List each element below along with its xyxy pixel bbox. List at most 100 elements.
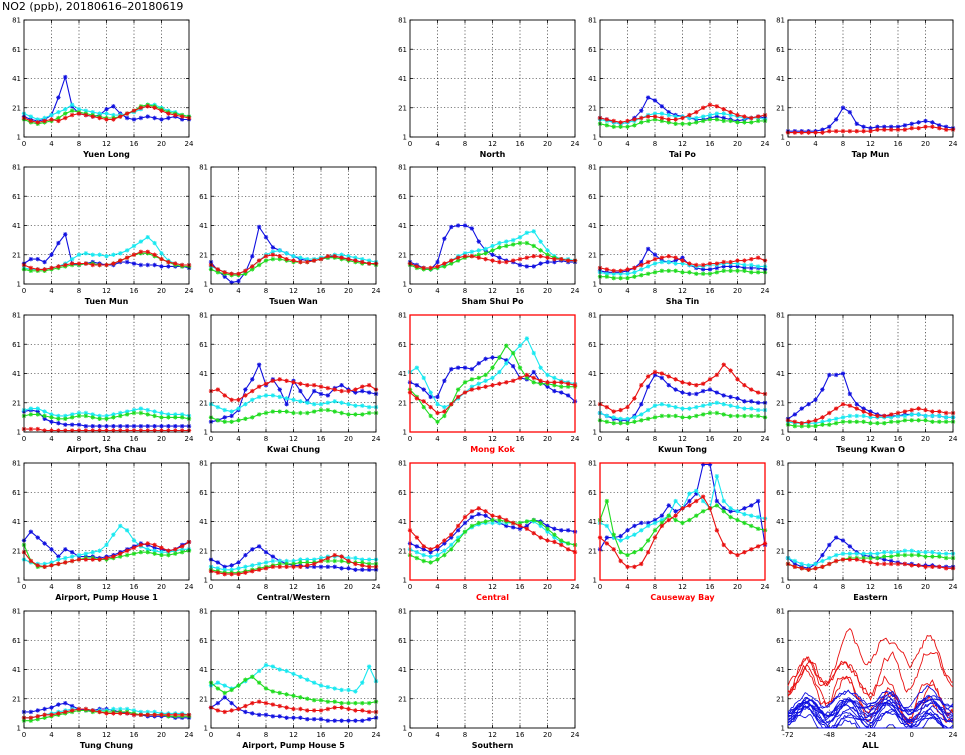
x-tick-label: 12 (488, 287, 497, 295)
panel-title: North (480, 150, 506, 159)
data-point-red (325, 385, 331, 391)
data-point-blue (565, 393, 571, 398)
data-point-cyan (604, 523, 610, 529)
data-point-red (222, 709, 227, 715)
data-point-blue (414, 383, 420, 388)
data-point-red (659, 523, 665, 529)
data-point-green (517, 365, 523, 370)
data-point-red (813, 130, 818, 135)
data-point-green (694, 271, 699, 276)
data-point-blue (166, 115, 171, 121)
data-point-blue (820, 387, 825, 392)
data-point-blue (63, 74, 68, 80)
panel-title: Eastern (853, 593, 888, 602)
data-point-red (291, 380, 296, 385)
x-tick-label: 8 (653, 583, 657, 591)
data-point-cyan (414, 550, 420, 555)
data-point-cyan (111, 706, 116, 712)
data-point-red (90, 557, 95, 562)
data-point-red (291, 564, 296, 570)
data-point-blue (435, 259, 440, 265)
plot-frame (409, 166, 576, 285)
data-point-red (755, 114, 761, 119)
data-point-red (930, 564, 935, 570)
data-point-red (531, 375, 536, 381)
data-point-cyan (298, 399, 303, 404)
data-point-green (700, 271, 706, 276)
data-point-cyan (735, 261, 740, 266)
y-tick-label: 21 (12, 251, 21, 259)
data-point-blue (659, 375, 665, 381)
data-point-cyan (332, 686, 337, 691)
data-point-cyan (83, 410, 89, 416)
data-point-cyan (159, 550, 164, 555)
data-point-red (236, 397, 241, 403)
data-point-green (531, 243, 536, 249)
x-tick-label: 12 (102, 731, 111, 739)
data-point-red (243, 393, 248, 398)
data-point-red (833, 406, 839, 411)
data-point-red (173, 428, 178, 433)
data-point-blue (421, 387, 426, 392)
data-point-blue (131, 117, 137, 122)
data-point-blue (652, 517, 658, 523)
y-tick-label: 21 (398, 251, 407, 259)
data-point-red (504, 380, 509, 385)
data-point-blue (792, 412, 798, 417)
x-tick-label: 16 (516, 140, 525, 148)
data-point-blue (462, 365, 468, 370)
data-point-blue (49, 547, 54, 552)
data-point-blue (755, 498, 761, 504)
data-point-cyan (325, 400, 331, 405)
data-point-red (833, 128, 839, 134)
data-point-red (937, 409, 942, 414)
data-point-cyan (618, 538, 623, 543)
data-point-red (673, 377, 678, 382)
data-point-blue (124, 259, 130, 265)
y-tick-label: 41 (12, 518, 21, 526)
y-tick-label: 81 (776, 608, 785, 616)
x-tick-label: 20 (733, 287, 742, 295)
data-point-blue (311, 388, 317, 394)
data-point-cyan (49, 112, 54, 118)
x-tick-label: 4 (625, 435, 630, 443)
data-point-red (462, 254, 468, 259)
data-point-red (902, 409, 908, 414)
data-point-cyan (749, 262, 754, 268)
data-point-blue (243, 387, 248, 392)
data-point-blue (360, 567, 365, 572)
y-tick-label: 1 (17, 577, 21, 585)
x-tick-label: 20 (543, 731, 552, 739)
data-point-green (604, 419, 610, 424)
data-point-cyan (332, 399, 337, 404)
data-point-green (524, 375, 530, 381)
data-point-red (229, 271, 234, 276)
all-station-line (787, 627, 954, 687)
y-tick-label: 1 (781, 134, 785, 142)
data-point-red (755, 544, 761, 549)
data-point-green (721, 509, 726, 514)
data-point-green (820, 422, 825, 427)
data-point-green (552, 532, 557, 537)
data-point-cyan (366, 258, 372, 263)
data-point-blue (943, 124, 949, 129)
data-point-cyan (270, 664, 276, 669)
x-tick-label: 12 (866, 583, 875, 591)
data-point-blue (559, 528, 564, 533)
data-point-blue (56, 95, 61, 100)
data-point-cyan (840, 415, 846, 420)
data-point-red (902, 561, 908, 567)
x-tick-label: 4 (236, 287, 241, 295)
data-point-blue (353, 390, 358, 395)
data-point-red (659, 255, 665, 260)
data-point-red (124, 111, 130, 116)
data-point-cyan (680, 261, 685, 266)
data-point-cyan (490, 520, 495, 526)
y-tick-label: 81 (199, 608, 208, 616)
data-point-blue (469, 514, 475, 520)
data-point-green (263, 410, 269, 416)
data-point-cyan (749, 513, 754, 518)
data-point-green (531, 517, 536, 523)
data-point-blue (35, 409, 40, 414)
